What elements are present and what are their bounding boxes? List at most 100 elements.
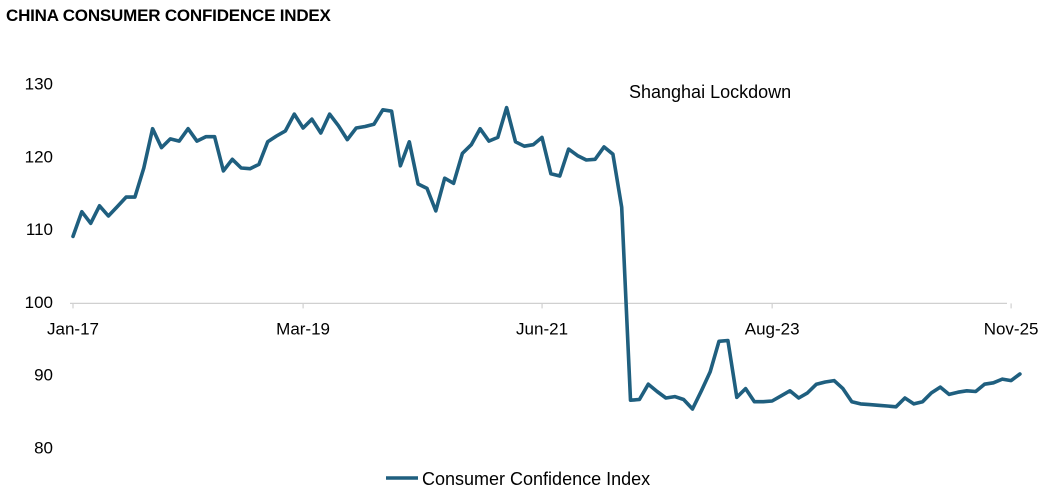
data-point bbox=[231, 158, 234, 161]
data-point bbox=[656, 390, 659, 393]
data-point bbox=[98, 204, 101, 207]
data-point bbox=[470, 143, 473, 146]
data-point bbox=[107, 215, 110, 218]
data-point bbox=[408, 140, 411, 143]
data-point bbox=[603, 145, 606, 148]
data-point bbox=[293, 113, 296, 116]
y-axis-ticks: 80 90 100 110 120 130 bbox=[25, 74, 53, 457]
x-tick-label: Aug-23 bbox=[745, 319, 800, 338]
data-point bbox=[337, 124, 340, 127]
data-point bbox=[682, 398, 685, 401]
y-tick-label: 130 bbox=[25, 74, 53, 93]
data-point bbox=[912, 402, 915, 405]
data-point bbox=[797, 397, 800, 400]
legend-label: Consumer Confidence Index bbox=[422, 469, 650, 489]
data-point bbox=[178, 140, 181, 143]
data-point bbox=[89, 222, 92, 225]
data-point bbox=[240, 167, 243, 170]
data-point bbox=[160, 146, 163, 149]
data-point bbox=[948, 393, 951, 396]
data-point bbox=[824, 381, 827, 384]
data-point bbox=[691, 408, 694, 411]
data-point bbox=[399, 164, 402, 167]
data-point bbox=[310, 118, 313, 121]
data-point bbox=[426, 187, 429, 190]
data-point bbox=[576, 154, 579, 157]
data-point bbox=[390, 110, 393, 113]
data-point bbox=[372, 123, 375, 126]
data-point bbox=[523, 145, 526, 148]
data-point bbox=[726, 339, 729, 342]
legend: Consumer Confidence Index bbox=[386, 469, 650, 489]
data-point bbox=[744, 387, 747, 390]
data-point bbox=[558, 175, 561, 178]
data-point bbox=[594, 158, 597, 161]
data-point bbox=[213, 135, 216, 138]
data-point bbox=[647, 383, 650, 386]
data-point bbox=[611, 153, 614, 156]
data-point bbox=[381, 108, 384, 111]
data-point bbox=[780, 394, 783, 397]
data-point bbox=[700, 389, 703, 392]
data-point bbox=[585, 159, 588, 162]
data-point bbox=[479, 127, 482, 130]
data-point bbox=[266, 140, 269, 143]
data-point bbox=[841, 387, 844, 390]
data-point bbox=[718, 340, 721, 343]
data-point bbox=[833, 379, 836, 382]
data-point bbox=[567, 148, 570, 151]
data-point bbox=[541, 136, 544, 139]
data-point bbox=[868, 403, 871, 406]
data-point bbox=[532, 143, 535, 146]
y-tick-label: 110 bbox=[26, 220, 53, 239]
y-tick-label: 80 bbox=[34, 438, 53, 457]
data-point bbox=[72, 235, 75, 238]
data-point bbox=[788, 389, 791, 392]
data-point bbox=[957, 391, 960, 394]
data-point bbox=[1010, 379, 1013, 382]
data-point bbox=[151, 127, 154, 130]
data-point bbox=[974, 390, 977, 393]
data-point bbox=[629, 399, 632, 402]
data-point bbox=[930, 391, 933, 394]
y-tick-label: 90 bbox=[34, 366, 53, 385]
series-line-consumer-confidence-index bbox=[71, 105, 1022, 411]
data-point bbox=[895, 405, 898, 408]
data-point bbox=[355, 127, 358, 130]
data-point bbox=[1001, 378, 1004, 381]
data-point bbox=[505, 106, 508, 109]
data-point bbox=[709, 370, 712, 373]
data-point bbox=[735, 396, 738, 399]
data-point bbox=[319, 132, 322, 135]
data-point bbox=[249, 167, 252, 170]
data-point bbox=[487, 140, 490, 143]
x-axis-ticks: Jan-17 Mar-19 Jun-21 Aug-23 Nov-25 bbox=[47, 303, 1039, 338]
y-tick-label: 100 bbox=[25, 293, 53, 312]
chart-title: CHINA CONSUMER CONFIDENCE INDEX bbox=[6, 6, 331, 25]
data-point bbox=[275, 135, 278, 138]
data-point bbox=[496, 136, 499, 139]
data-point bbox=[222, 169, 225, 172]
data-point bbox=[664, 397, 667, 400]
data-point bbox=[195, 140, 198, 143]
data-point bbox=[859, 402, 862, 405]
data-point bbox=[921, 400, 924, 403]
data-point bbox=[434, 209, 437, 212]
data-point bbox=[302, 127, 305, 130]
data-point bbox=[284, 129, 287, 132]
x-tick-label: Jan-17 bbox=[47, 319, 99, 338]
data-point bbox=[443, 177, 446, 180]
data-point bbox=[461, 152, 464, 155]
x-tick-label: Jun-21 bbox=[516, 319, 568, 338]
data-point bbox=[638, 398, 641, 401]
data-point bbox=[771, 400, 774, 403]
data-point bbox=[204, 135, 207, 138]
data-point bbox=[116, 205, 119, 208]
data-point bbox=[815, 383, 818, 386]
y-tick-label: 120 bbox=[25, 147, 53, 166]
annotation-shanghai-lockdown: Shanghai Lockdown bbox=[629, 82, 791, 102]
data-point bbox=[80, 210, 83, 213]
data-point bbox=[886, 405, 889, 408]
data-point bbox=[983, 383, 986, 386]
